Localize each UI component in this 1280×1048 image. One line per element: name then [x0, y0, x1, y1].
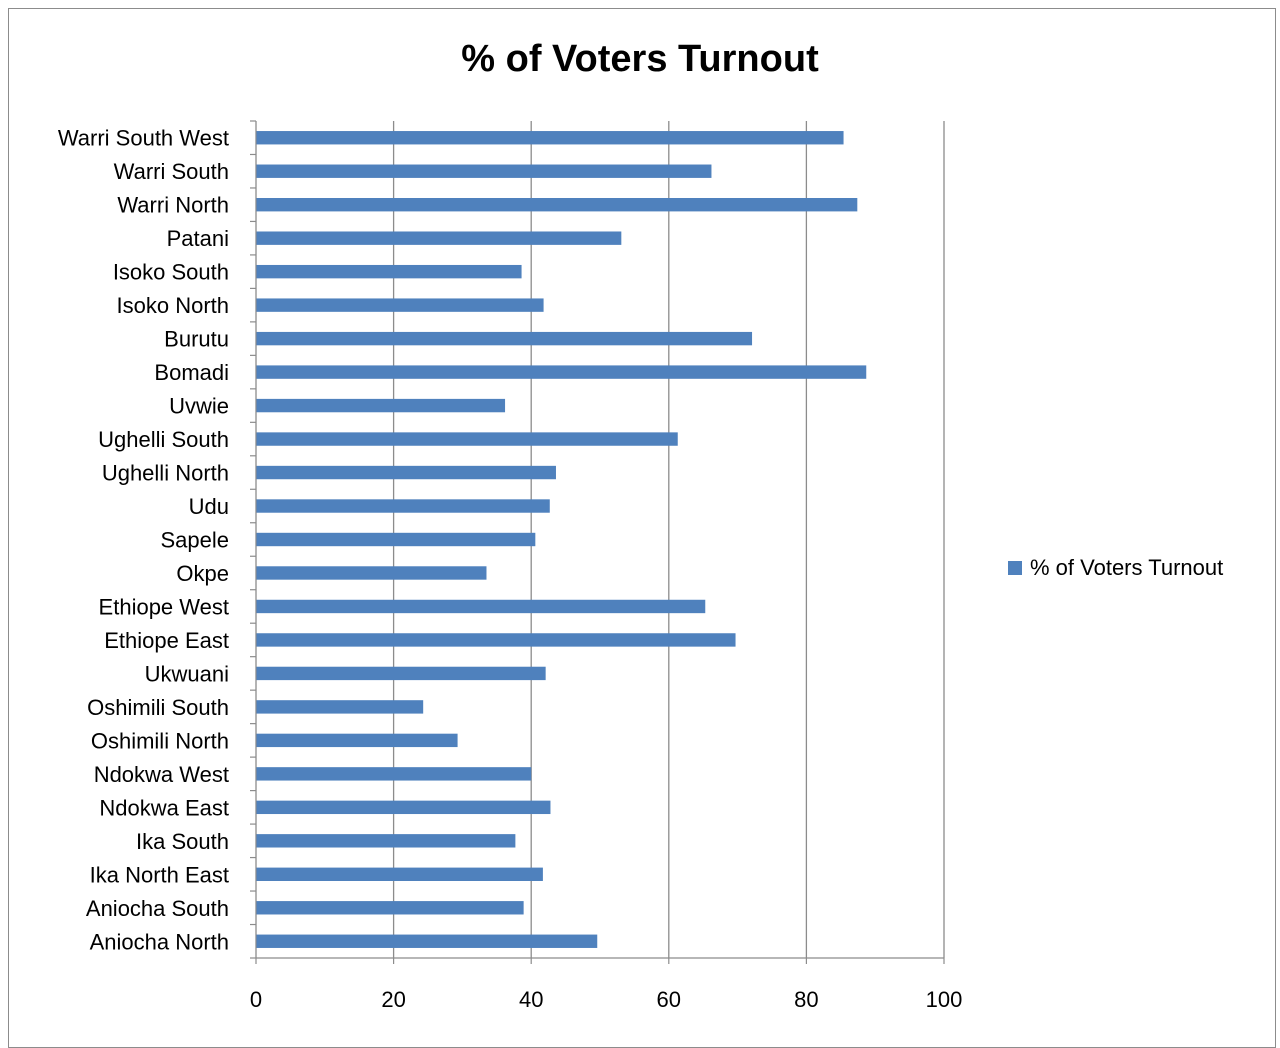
x-tick-label: 80	[794, 987, 818, 1012]
category-label: Warri South West	[58, 126, 229, 151]
category-label: Ethiope East	[104, 628, 229, 653]
x-tick-label: 40	[519, 987, 543, 1012]
legend: % of Voters Turnout	[1008, 555, 1223, 581]
x-tick-label: 0	[250, 987, 262, 1012]
category-label: Okpe	[176, 561, 229, 586]
bar	[256, 800, 551, 815]
bar	[256, 264, 522, 279]
bar	[256, 733, 458, 748]
bar	[256, 131, 844, 145]
category-label: Warri North	[117, 193, 229, 218]
bar	[256, 465, 556, 480]
category-label: Udu	[189, 494, 229, 519]
bar	[256, 767, 532, 781]
category-label: Ughelli South	[98, 427, 229, 452]
bar	[256, 566, 487, 580]
chart-title: % of Voters Turnout	[461, 38, 819, 80]
category-label: Ika North East	[90, 862, 229, 887]
category-label: Warri South	[114, 159, 229, 184]
category-label: Ika South	[136, 829, 229, 854]
category-label: Ndokwa East	[99, 795, 229, 820]
category-label: Isoko South	[113, 260, 229, 285]
bar	[256, 666, 546, 681]
bar	[256, 834, 516, 848]
category-label: Aniocha South	[86, 896, 229, 921]
category-label: Ukwuani	[145, 661, 229, 686]
category-label: Ndokwa West	[94, 762, 229, 787]
category-label: Bomadi	[154, 360, 229, 385]
category-label: Ethiope West	[99, 594, 229, 619]
bar	[256, 499, 550, 513]
category-label: Isoko North	[117, 293, 230, 318]
x-tick-label: 60	[657, 987, 681, 1012]
bar	[256, 164, 712, 178]
legend-swatch	[1008, 561, 1022, 575]
bar	[256, 599, 706, 614]
bar	[256, 700, 424, 714]
bar	[256, 432, 678, 446]
bar	[256, 867, 543, 881]
bar	[256, 398, 506, 413]
category-label: Sapele	[160, 528, 229, 553]
chart-frame	[8, 8, 1276, 1048]
bar	[256, 331, 753, 346]
bar	[256, 231, 622, 245]
bar	[256, 532, 536, 547]
category-label: Burutu	[164, 327, 229, 352]
bar	[256, 934, 598, 948]
category-label: Oshimili South	[87, 695, 229, 720]
legend-label: % of Voters Turnout	[1030, 555, 1224, 580]
category-label: Ughelli North	[102, 461, 229, 486]
bar	[256, 198, 858, 212]
bar	[256, 901, 524, 915]
category-label: Uvwie	[169, 394, 229, 419]
x-tick-label: 20	[381, 987, 405, 1012]
bar	[256, 365, 867, 379]
category-label: Oshimili North	[91, 728, 229, 753]
bar	[256, 633, 736, 647]
category-label: Patani	[167, 226, 229, 251]
category-label: Aniocha North	[90, 929, 229, 954]
x-tick-label: 100	[926, 987, 963, 1012]
bar	[256, 298, 544, 312]
